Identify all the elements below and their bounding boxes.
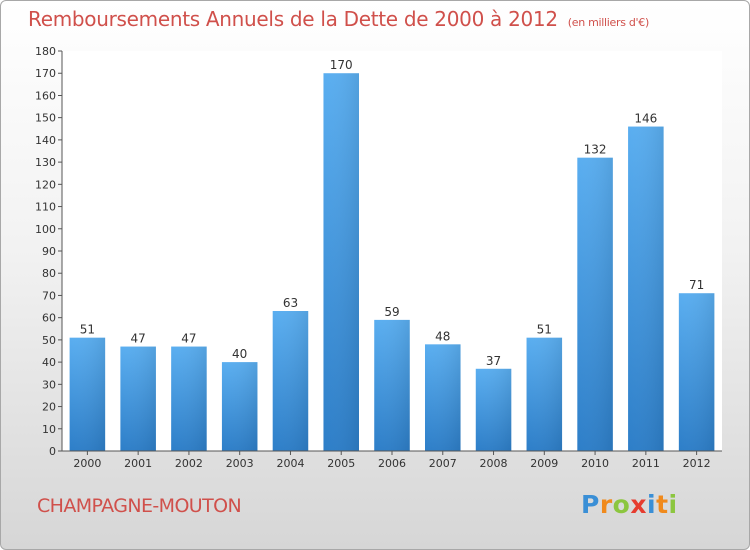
brand-letter: i bbox=[668, 490, 678, 519]
bar-shade-2001 bbox=[120, 346, 156, 451]
bar-value-label: 146 bbox=[634, 112, 657, 126]
x-tick-label: 2003 bbox=[226, 457, 254, 470]
bar-value-label: 40 bbox=[232, 347, 247, 361]
y-tick-label: 60 bbox=[42, 312, 56, 325]
y-axis: 0 10 20 30 40 50 60 70 80 90 100 110 120 130 140 150 160… bbox=[35, 45, 63, 458]
x-tick-label: 2005 bbox=[327, 457, 355, 470]
y-tick-label: 160 bbox=[35, 89, 56, 102]
bar-shade-2004 bbox=[272, 311, 309, 451]
bar-shade-2006 bbox=[374, 319, 410, 451]
bar-value-label: 51 bbox=[537, 323, 552, 337]
city-name: CHAMPAGNE-MOUTON bbox=[37, 495, 242, 517]
x-tick-label: 2010 bbox=[581, 457, 609, 470]
x-tick-label: 2002 bbox=[175, 457, 203, 470]
brand-letter: o bbox=[612, 490, 631, 519]
y-tick-label: 90 bbox=[42, 245, 56, 258]
y-tick-label: 180 bbox=[35, 45, 56, 58]
x-tick-label: 2009 bbox=[530, 457, 558, 470]
bar-value-label: 59 bbox=[384, 305, 399, 319]
chart-unit-label: (en milliers d'€) bbox=[567, 16, 649, 29]
x-tick-label: 2011 bbox=[632, 457, 660, 470]
brand-letter: P bbox=[581, 490, 600, 519]
bar-shade-2010 bbox=[577, 157, 613, 451]
y-tick-label: 10 bbox=[42, 423, 56, 436]
y-tick-label: 70 bbox=[42, 289, 56, 302]
bar-value-label: 37 bbox=[486, 354, 501, 368]
y-tick-label: 130 bbox=[35, 156, 56, 169]
y-tick-label: 80 bbox=[42, 267, 56, 280]
bar-value-label: 51 bbox=[80, 323, 95, 337]
bar-value-label: 47 bbox=[131, 332, 146, 346]
x-tick-label: 2004 bbox=[276, 457, 304, 470]
x-tick-label: 2001 bbox=[124, 457, 152, 470]
bar-value-label: 63 bbox=[283, 296, 298, 310]
bar-shade-2011 bbox=[628, 126, 664, 452]
x-tick-label: 2012 bbox=[683, 457, 711, 470]
x-tick-label: 2006 bbox=[378, 457, 406, 470]
y-tick-label: 140 bbox=[35, 134, 56, 147]
brand-letter: i bbox=[647, 490, 657, 519]
bar-shade-2003 bbox=[221, 362, 258, 451]
chart-title-text: Remboursements Annuels de la Dette de 20… bbox=[28, 7, 558, 31]
y-tick-label: 0 bbox=[49, 445, 56, 458]
y-tick-label: 30 bbox=[42, 378, 56, 391]
bar-shade-2008 bbox=[475, 368, 512, 451]
bar-shade-2012 bbox=[678, 293, 715, 451]
x-tick-label: 2007 bbox=[429, 457, 457, 470]
x-tick-label: 2008 bbox=[480, 457, 508, 470]
x-tick-label: 2000 bbox=[73, 457, 101, 470]
bar-shade-2009 bbox=[526, 337, 563, 451]
y-tick-label: 100 bbox=[35, 223, 56, 236]
x-axis: 2000 2001 2002 2003 2004 2005 2006 2007 2008 2009… bbox=[62, 450, 722, 470]
brand-letter: x bbox=[630, 490, 647, 519]
bar-value-label: 47 bbox=[181, 332, 196, 346]
bar-series: 51 47 47 40 63 170 59 48 37 51 132 146 71 bbox=[69, 58, 715, 452]
y-tick-label: 50 bbox=[42, 334, 56, 347]
bar-shade-2005 bbox=[323, 73, 359, 451]
y-tick-label: 120 bbox=[35, 178, 56, 191]
bar-value-label: 170 bbox=[330, 58, 353, 72]
bar-shade-2002 bbox=[171, 346, 207, 451]
y-tick-label: 150 bbox=[35, 112, 56, 125]
bar-value-label: 132 bbox=[584, 143, 607, 157]
brand-letter: r bbox=[599, 490, 613, 519]
bar-shade-2000 bbox=[69, 337, 106, 451]
bar-shade-2007 bbox=[425, 344, 461, 451]
y-tick-label: 110 bbox=[35, 201, 56, 214]
bar-value-label: 48 bbox=[435, 329, 450, 343]
chart-title: Remboursements Annuels de la Dette de 20… bbox=[28, 7, 649, 31]
y-tick-label: 40 bbox=[42, 356, 56, 369]
brand-logo: Proxiti bbox=[581, 490, 678, 519]
y-tick-label: 20 bbox=[42, 401, 56, 414]
brand-letter: t bbox=[656, 490, 669, 519]
bar-value-label: 71 bbox=[689, 278, 704, 292]
y-tick-label: 170 bbox=[35, 67, 56, 80]
